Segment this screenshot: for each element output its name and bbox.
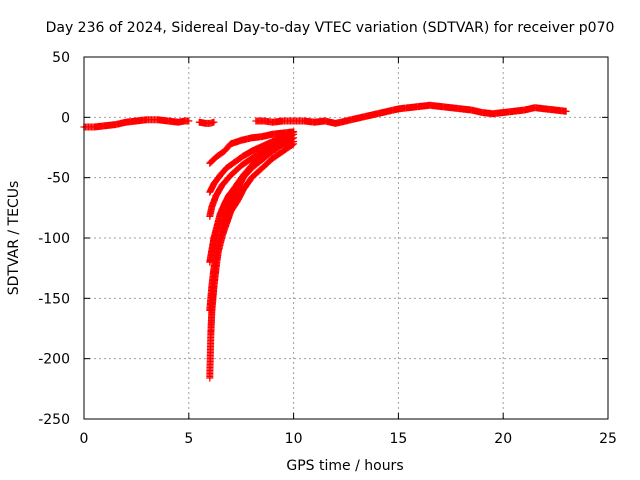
y-tick-label: 0 bbox=[61, 110, 70, 126]
y-tick-label: -100 bbox=[38, 231, 70, 247]
y-tick-label: -250 bbox=[38, 412, 70, 428]
data-series-baseline bbox=[80, 116, 193, 131]
data-series-arc-6 bbox=[206, 128, 298, 167]
y-tick-label: -200 bbox=[38, 352, 70, 368]
y-tick-label: -50 bbox=[47, 171, 70, 187]
y-tick-label: 50 bbox=[52, 50, 70, 66]
data-points bbox=[80, 101, 570, 382]
y-axis-label: SDTVAR / TECUs bbox=[6, 181, 22, 296]
x-axis-label: GPS time / hours bbox=[286, 458, 403, 474]
x-tick-label: 25 bbox=[599, 431, 617, 447]
x-tick-label: 0 bbox=[80, 431, 89, 447]
grid-lines bbox=[84, 57, 608, 419]
x-tick-label: 15 bbox=[389, 431, 407, 447]
data-series-baseline bbox=[195, 118, 218, 127]
x-tick-label: 20 bbox=[494, 431, 512, 447]
data-series-arc-5 bbox=[206, 128, 298, 196]
x-tick-label: 5 bbox=[184, 431, 193, 447]
x-tick-label: 10 bbox=[285, 431, 303, 447]
y-tick-label: -150 bbox=[38, 291, 70, 307]
data-series-baseline bbox=[252, 101, 570, 127]
chart-title: Day 236 of 2024, Sidereal Day-to-day VTE… bbox=[46, 20, 615, 36]
data-series-arc-4 bbox=[206, 137, 298, 220]
axis-ticks: 0 5 10 15 20 25 50 0 -50 -100 -150 -200 -250 bbox=[38, 50, 617, 447]
